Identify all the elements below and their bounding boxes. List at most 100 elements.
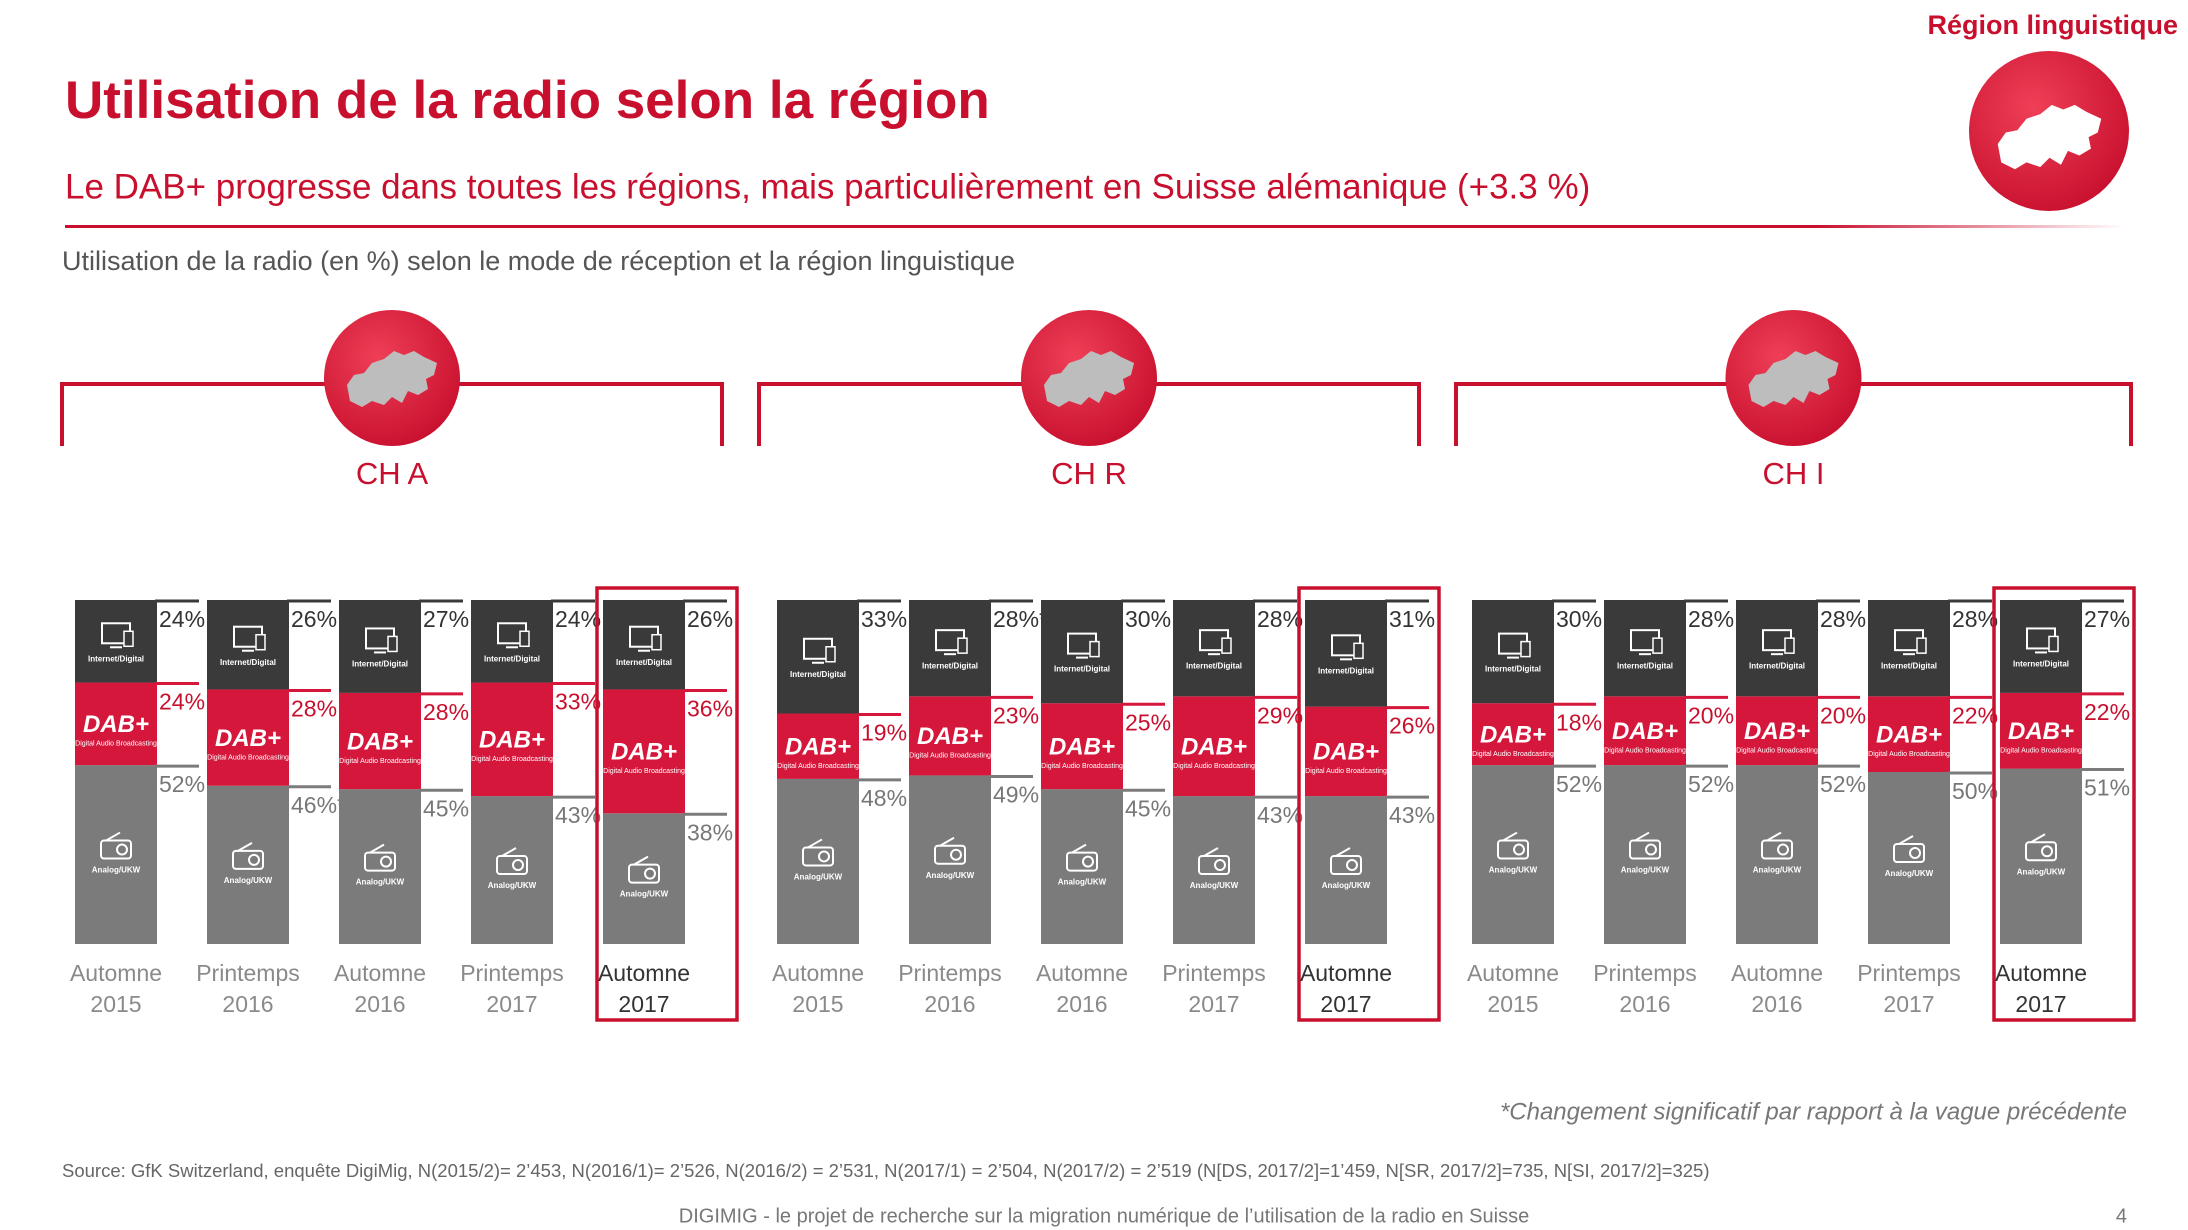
- radio-speaker: [1346, 859, 1358, 872]
- value-label: 24%: [555, 606, 601, 632]
- series-name: DAB+: [917, 723, 983, 750]
- radio-antenna: [807, 838, 823, 849]
- segment-icon: DAB+ Digital Audio Broadcasting: [1305, 739, 1387, 776]
- value-label: 33%: [861, 606, 907, 632]
- x-tick-label: Automne 2016: [1035, 960, 1129, 1017]
- bar-segment: [1604, 765, 1686, 944]
- segment-icon: Analog/UKW: [1190, 847, 1239, 890]
- bar-segment: [2000, 768, 2082, 944]
- segment-icon: DAB+ Digital Audio Broadcasting: [1868, 722, 1950, 759]
- segment-icon: Analog/UKW: [1621, 831, 1670, 875]
- radio-icon: [934, 844, 966, 865]
- footer-text: DIGIMIG - le projet de recherche sur la …: [679, 1205, 1529, 1227]
- value-label: 28%: [1257, 606, 1303, 632]
- slide-title: Utilisation de la radio selon la région: [65, 71, 990, 130]
- phone-icon: [387, 635, 398, 653]
- value-label: 33%: [555, 689, 601, 715]
- chart-title: CH A: [356, 456, 429, 491]
- region-logo: [1969, 51, 2129, 211]
- radio-icon: [496, 855, 528, 876]
- series-name: Internet/Digital: [88, 654, 144, 663]
- series-name: DAB+: [1313, 739, 1379, 766]
- segment-icon: Analog/UKW: [488, 847, 537, 890]
- series-description: Digital Audio Broadcasting: [339, 758, 421, 765]
- bar-segment: [339, 789, 421, 944]
- series-name: DAB+: [785, 734, 851, 761]
- bar-segment: [777, 778, 859, 944]
- bar-segment: [1868, 600, 1950, 697]
- value-label: 26%: [291, 606, 337, 632]
- segment-icon: DAB+ Digital Audio Broadcasting: [1604, 718, 1686, 755]
- radio-speaker: [1214, 859, 1226, 872]
- segment-icon: Internet/Digital: [1749, 629, 1805, 670]
- series-name: Analog/UKW: [1753, 866, 1802, 875]
- segment-icon: DAB+ Digital Audio Broadcasting: [471, 727, 553, 764]
- phone-icon: [1916, 637, 1927, 654]
- series-name: Internet/Digital: [352, 660, 408, 669]
- phone-icon: [2048, 635, 2059, 653]
- segment-icon: DAB+ Digital Audio Broadcasting: [603, 739, 685, 776]
- value-label: 24%: [159, 606, 205, 632]
- segment-icon: DAB+ Digital Audio Broadcasting: [1472, 722, 1554, 759]
- value-label: 28%: [423, 699, 469, 725]
- segment-icon: Analog/UKW: [620, 855, 669, 899]
- radio-speaker: [950, 848, 962, 861]
- footnote: *Changement significatif par rapport à l…: [1500, 1098, 2127, 1125]
- bar-segment: [207, 689, 289, 786]
- series-name: Internet/Digital: [1617, 661, 1673, 670]
- bar-segment: [1604, 696, 1686, 766]
- bar-segment: [1041, 789, 1123, 944]
- segment-icon: Internet/Digital: [352, 627, 408, 669]
- series-name: Analog/UKW: [1190, 881, 1239, 890]
- source: Source: GfK Switzerland, enquête DigiMig…: [62, 1160, 1710, 1181]
- value-label: 45%: [423, 795, 469, 821]
- series-name: DAB+: [1181, 734, 1247, 761]
- segment-icon: Internet/Digital: [484, 622, 540, 663]
- bar-segment: [1305, 706, 1387, 797]
- bar-segment: [909, 600, 991, 697]
- radio-antenna: [939, 836, 955, 847]
- segment-icon: DAB+ Digital Audio Broadcasting: [1041, 734, 1123, 771]
- series-name: Internet/Digital: [2013, 660, 2069, 669]
- highlight-box: [595, 586, 739, 1022]
- value-label: 43%: [1257, 802, 1303, 828]
- radio-icon: [1497, 839, 1529, 860]
- radio-icon: [364, 851, 396, 872]
- bar-segment: [909, 696, 991, 776]
- bar-segment: [1041, 703, 1123, 790]
- radio-icon: [1629, 839, 1661, 860]
- series-name: DAB+: [1744, 718, 1810, 745]
- series-description: Digital Audio Broadcasting: [207, 754, 289, 761]
- value-label: 46%*: [291, 792, 346, 818]
- series-name: Analog/UKW: [620, 890, 669, 899]
- x-tick-label: Printemps 2017: [1162, 960, 1266, 1017]
- bar-segment: [777, 713, 859, 779]
- segment-icon: Internet/Digital: [1485, 632, 1541, 674]
- bar-segment: [1041, 600, 1123, 704]
- bar-segment: [1736, 696, 1818, 766]
- radio-icon: [232, 849, 264, 870]
- highlight-box: [1297, 586, 1441, 1022]
- bar-segment: [1472, 765, 1554, 944]
- bar-segment: [1736, 765, 1818, 944]
- segment-icon: Internet/Digital: [220, 625, 276, 667]
- title-rule: [65, 225, 2125, 228]
- series-name: Internet/Digital: [1186, 661, 1242, 670]
- x-tick-label: Automne 2016: [1730, 960, 1824, 1017]
- bar-segment: [2000, 600, 2082, 693]
- series-description: Digital Audio Broadcasting: [603, 768, 685, 775]
- radio-antenna: [2030, 833, 2046, 844]
- segment-icon: DAB+ Digital Audio Broadcasting: [1173, 734, 1255, 771]
- segment-icon: Analog/UKW: [1058, 843, 1107, 887]
- series-name: Analog/UKW: [488, 881, 537, 890]
- bar-segment: [471, 600, 553, 683]
- segment-icon: Analog/UKW: [356, 843, 405, 887]
- value-label: 51%: [2084, 775, 2130, 801]
- region-map: [347, 351, 437, 407]
- phone-icon: [1784, 637, 1795, 654]
- segment-icon: DAB+ Digital Audio Broadcasting: [2000, 718, 2082, 755]
- radio-icon: [1198, 855, 1230, 876]
- series-name: Analog/UKW: [1058, 878, 1107, 887]
- x-tick-label: Printemps 2016: [1593, 960, 1697, 1017]
- bar-segment: [1736, 600, 1818, 697]
